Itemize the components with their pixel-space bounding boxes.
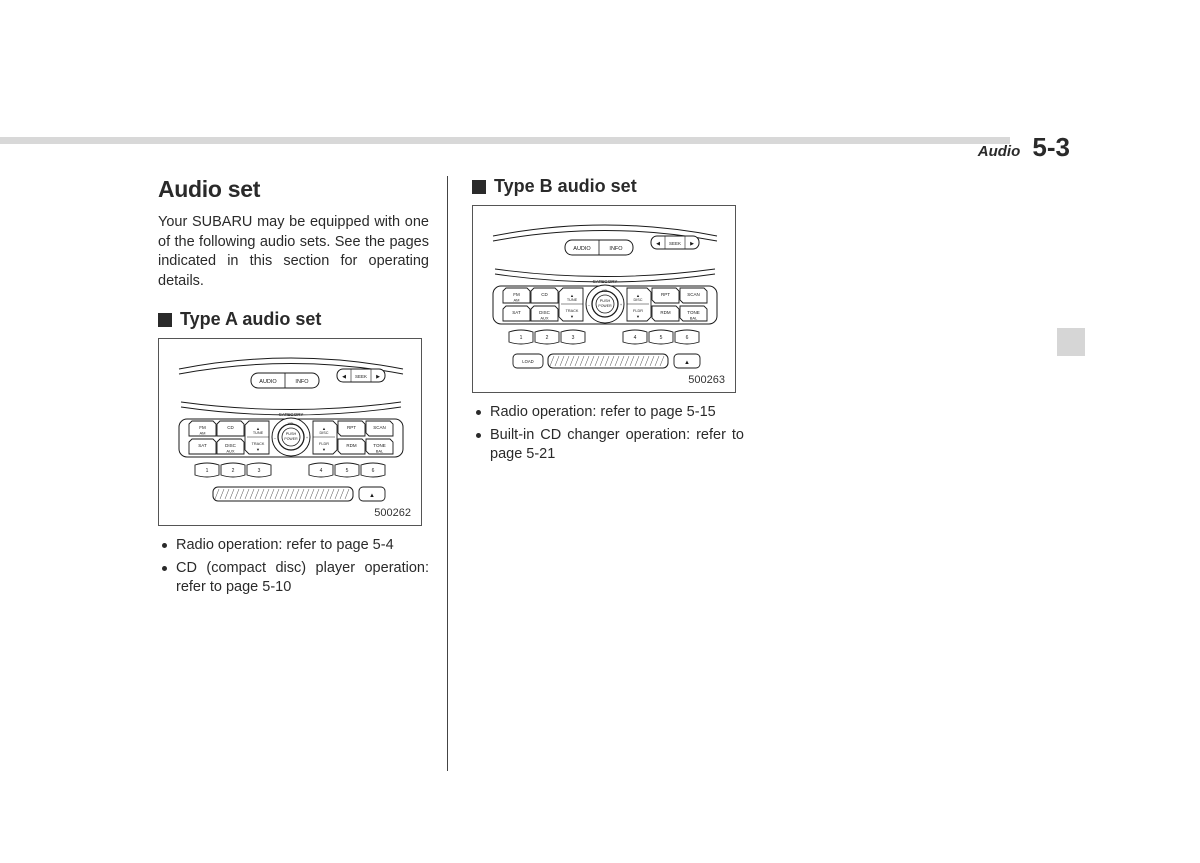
svg-text:AM: AM: [514, 298, 520, 303]
svg-text:INFO: INFO: [609, 246, 623, 252]
svg-text:RPT: RPT: [347, 425, 356, 430]
svg-text:6: 6: [686, 335, 689, 341]
svg-text:▼: ▼: [322, 447, 326, 452]
svg-text:AUX: AUX: [226, 449, 235, 454]
figure-id: 500262: [374, 507, 411, 519]
column-1: Audio set Your SUBARU may be equipped wi…: [158, 176, 448, 771]
figure-type-b: AUDIOINFO◀SEEK▶CATEGORYFMAMCDSATDISCAUXR…: [472, 205, 736, 393]
svg-text:+: +: [306, 436, 308, 440]
intro-paragraph: Your SUBARU may be equipped with one of …: [158, 213, 429, 291]
type-b-bullet-list: Radio operation: refer to page 5-15 Buil…: [472, 403, 744, 465]
svg-text:▼: ▼: [570, 314, 574, 319]
svg-text:SEEK: SEEK: [355, 374, 367, 379]
svg-text:DISC: DISC: [539, 310, 551, 315]
svg-text:2: 2: [546, 335, 549, 341]
svg-text:2: 2: [232, 468, 235, 474]
svg-text:3: 3: [258, 468, 261, 474]
svg-text:FM: FM: [199, 425, 206, 430]
svg-text:AUDIO: AUDIO: [259, 379, 277, 385]
header-rule: [0, 137, 1010, 144]
audio-panel-type-a-diagram: AUDIOINFO◀SEEK▶CATEGORYFMAMCDSATDISCAUXR…: [159, 339, 423, 527]
section-name: Audio: [978, 143, 1021, 160]
svg-text:4: 4: [320, 468, 323, 474]
figure-type-a: AUDIOINFO◀SEEK▶CATEGORYFMAMCDSATDISCAUXR…: [158, 338, 422, 526]
svg-text:CD: CD: [541, 292, 548, 297]
svg-text:SEEK: SEEK: [669, 241, 681, 246]
svg-text:VOL: VOL: [602, 289, 609, 293]
svg-text:TRACK: TRACK: [566, 309, 579, 313]
svg-text:5: 5: [346, 468, 349, 474]
svg-text:TONE: TONE: [687, 310, 699, 315]
svg-text:6: 6: [372, 468, 375, 474]
svg-text:POWER: POWER: [284, 437, 298, 441]
svg-text:SCAN: SCAN: [687, 292, 700, 297]
svg-text:+: +: [620, 303, 622, 307]
svg-text:FLDR: FLDR: [633, 309, 643, 313]
audio-panel-type-b-diagram: AUDIOINFO◀SEEK▶CATEGORYFMAMCDSATDISCAUXR…: [473, 206, 737, 394]
svg-text:AUX: AUX: [540, 316, 549, 321]
svg-text:RDM: RDM: [660, 310, 670, 315]
svg-text:AUDIO: AUDIO: [573, 246, 591, 252]
svg-text:TONE: TONE: [373, 443, 385, 448]
svg-text:–: –: [274, 436, 276, 440]
svg-text:POWER: POWER: [598, 304, 612, 308]
svg-text:BAL: BAL: [376, 449, 384, 454]
svg-text:RPT: RPT: [661, 292, 670, 297]
svg-text:DISC: DISC: [633, 298, 642, 302]
column-2: Type B audio set AUDIO INFO ◀ SEEK ▶ CATEGORY…: [472, 176, 762, 771]
list-item: Radio operation: refer to page 5-15: [472, 403, 744, 423]
svg-text:TRACK: TRACK: [252, 442, 265, 446]
thumb-index-tab: [1057, 328, 1085, 356]
svg-text:◀: ◀: [342, 374, 346, 380]
figure-id: 500263: [688, 374, 725, 386]
svg-text:▲: ▲: [369, 493, 375, 499]
svg-text:5: 5: [660, 335, 663, 341]
svg-text:TUNE: TUNE: [567, 298, 578, 302]
svg-text:DISC: DISC: [319, 431, 328, 435]
page-title: Audio set: [158, 176, 429, 203]
page-number: 5-3: [1032, 132, 1070, 162]
svg-text:SAT: SAT: [198, 443, 207, 448]
subhead-type-a: Type A audio set: [158, 309, 429, 330]
svg-text:▶: ▶: [376, 374, 380, 380]
svg-text:–: –: [588, 303, 590, 307]
svg-text:3: 3: [572, 335, 575, 341]
running-head: Audio 5-3: [978, 132, 1070, 163]
svg-text:DISC: DISC: [225, 443, 237, 448]
subhead-type-b: Type B audio set: [472, 176, 744, 197]
svg-text:▼: ▼: [256, 447, 260, 452]
svg-text:PUSH: PUSH: [286, 432, 297, 436]
svg-text:CATEGORY: CATEGORY: [279, 412, 304, 417]
svg-text:SAT: SAT: [512, 310, 521, 315]
page-content: Audio set Your SUBARU may be equipped wi…: [158, 176, 782, 771]
svg-text:▼: ▼: [636, 314, 640, 319]
type-a-bullet-list: Radio operation: refer to page 5-4 CD (c…: [158, 536, 429, 598]
list-item: Built-in CD changer operation: refer to …: [472, 426, 744, 465]
list-item: Radio operation: refer to page 5-4: [158, 536, 429, 556]
svg-text:FM: FM: [513, 292, 520, 297]
svg-text:1: 1: [520, 335, 523, 341]
svg-text:VOL: VOL: [288, 422, 295, 426]
svg-text:4: 4: [634, 335, 637, 341]
svg-text:PUSH: PUSH: [600, 299, 611, 303]
svg-text:SCAN: SCAN: [373, 425, 386, 430]
svg-text:FLDR: FLDR: [319, 442, 329, 446]
svg-text:TUNE: TUNE: [253, 431, 264, 435]
svg-text:▶: ▶: [690, 241, 694, 247]
svg-text:CATEGORY: CATEGORY: [593, 279, 618, 284]
svg-text:BAL: BAL: [690, 316, 698, 321]
svg-text:RDM: RDM: [346, 443, 356, 448]
svg-text:▲: ▲: [684, 360, 690, 366]
svg-text:LOAD: LOAD: [522, 359, 533, 364]
list-item: CD (compact disc) player operation: refe…: [158, 559, 429, 598]
svg-text:◀: ◀: [656, 241, 660, 247]
svg-text:INFO: INFO: [295, 379, 309, 385]
svg-text:1: 1: [206, 468, 209, 474]
svg-text:CD: CD: [227, 425, 234, 430]
svg-text:AM: AM: [200, 431, 206, 436]
